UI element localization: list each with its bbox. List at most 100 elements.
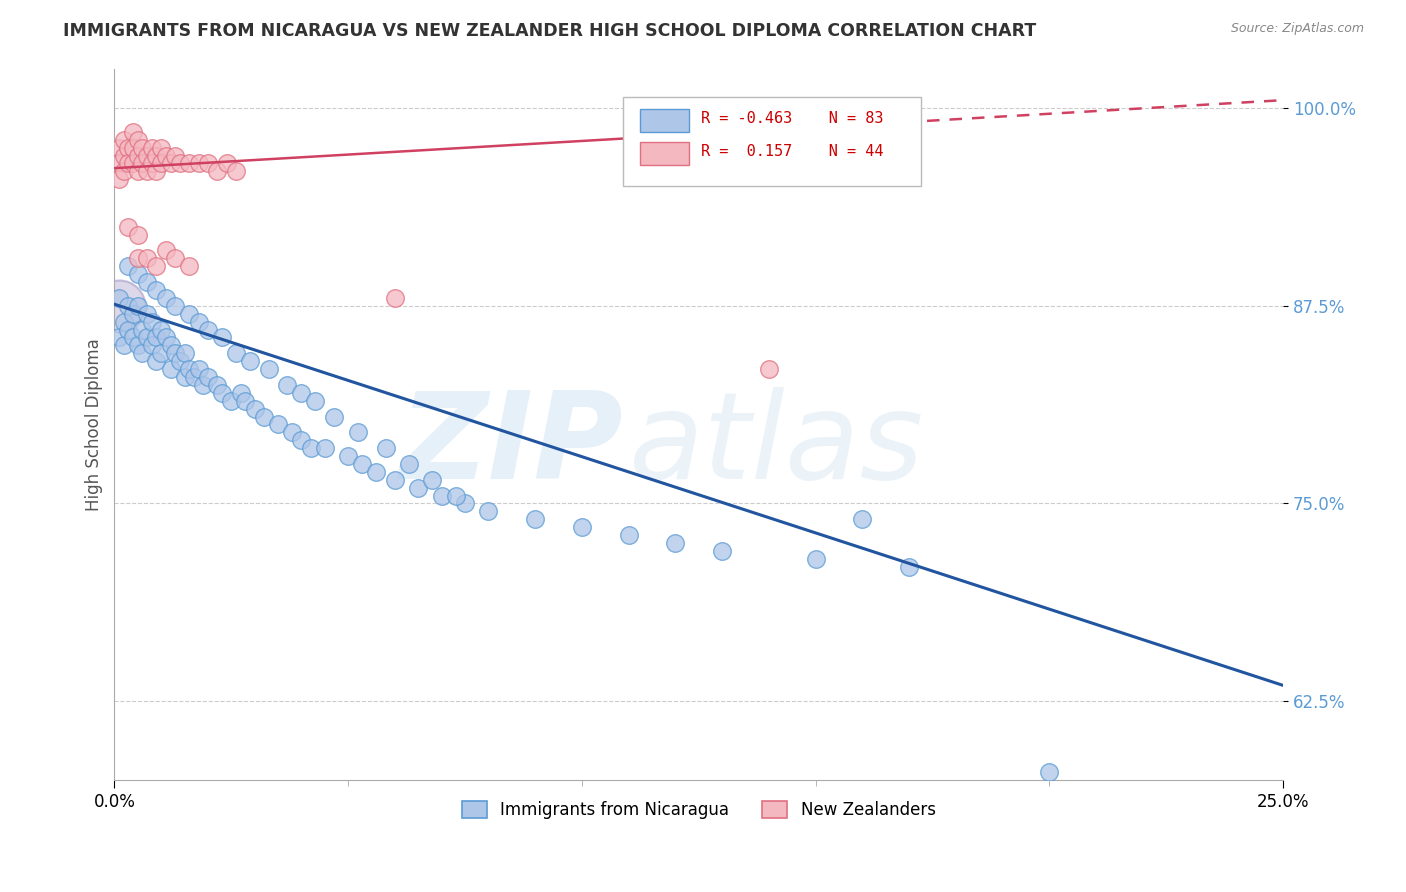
Point xyxy=(131,346,153,360)
Point xyxy=(117,140,139,154)
Point xyxy=(346,425,368,440)
Point xyxy=(145,354,167,368)
Point xyxy=(136,164,159,178)
Point xyxy=(165,252,187,266)
Point xyxy=(127,338,149,352)
Text: ZIP: ZIP xyxy=(399,387,623,504)
Point xyxy=(253,409,276,424)
Y-axis label: High School Diploma: High School Diploma xyxy=(86,338,103,511)
Text: IMMIGRANTS FROM NICARAGUA VS NEW ZEALANDER HIGH SCHOOL DIPLOMA CORRELATION CHART: IMMIGRANTS FROM NICARAGUA VS NEW ZEALAND… xyxy=(63,22,1036,40)
Point xyxy=(127,299,149,313)
Point xyxy=(136,252,159,266)
Point xyxy=(225,164,247,178)
Point xyxy=(122,156,145,170)
Point xyxy=(150,322,173,336)
Point xyxy=(179,362,201,376)
Point xyxy=(215,156,238,170)
Point xyxy=(384,473,406,487)
Point xyxy=(159,156,181,170)
Point xyxy=(117,299,139,313)
Point xyxy=(112,133,135,147)
Point xyxy=(145,148,167,162)
FancyBboxPatch shape xyxy=(640,109,689,132)
Point xyxy=(323,409,346,424)
Point xyxy=(197,156,219,170)
Point xyxy=(374,441,396,455)
Point xyxy=(454,496,477,510)
Point xyxy=(165,148,187,162)
FancyBboxPatch shape xyxy=(640,142,689,165)
Point xyxy=(136,330,159,344)
Point xyxy=(304,393,326,408)
Point xyxy=(112,338,135,352)
Point xyxy=(187,362,209,376)
Point xyxy=(112,164,135,178)
Point xyxy=(187,315,209,329)
Point xyxy=(477,504,499,518)
Point xyxy=(664,536,686,550)
Point xyxy=(127,133,149,147)
Point xyxy=(122,330,145,344)
Point xyxy=(758,362,780,376)
Point xyxy=(108,291,131,305)
Point xyxy=(173,370,195,384)
Point xyxy=(131,140,153,154)
Point xyxy=(136,307,159,321)
Point xyxy=(131,156,153,170)
Point xyxy=(352,457,374,471)
Point xyxy=(398,457,420,471)
Point xyxy=(219,393,242,408)
Point xyxy=(229,385,252,400)
Point xyxy=(420,473,443,487)
Point xyxy=(617,528,640,542)
Point xyxy=(131,322,153,336)
Point xyxy=(207,164,229,178)
Point xyxy=(127,164,149,178)
Point xyxy=(169,354,191,368)
Legend: Immigrants from Nicaragua, New Zealanders: Immigrants from Nicaragua, New Zealander… xyxy=(456,794,942,825)
Point xyxy=(145,164,167,178)
Point xyxy=(145,283,167,297)
Point xyxy=(183,370,205,384)
Point xyxy=(155,244,177,258)
Point xyxy=(337,449,360,463)
Point xyxy=(108,330,131,344)
Point xyxy=(155,148,177,162)
Point xyxy=(243,401,266,416)
Text: R =  0.157    N = 44: R = 0.157 N = 44 xyxy=(702,144,883,159)
Point xyxy=(155,330,177,344)
Point xyxy=(150,346,173,360)
Point xyxy=(145,259,167,273)
Point xyxy=(193,377,215,392)
FancyBboxPatch shape xyxy=(623,97,921,186)
Point xyxy=(804,552,827,566)
Point xyxy=(207,377,229,392)
Point xyxy=(127,227,149,242)
Point xyxy=(108,172,131,186)
Point xyxy=(430,489,453,503)
Point xyxy=(179,307,201,321)
Point xyxy=(366,465,388,479)
Point xyxy=(179,259,201,273)
Point xyxy=(145,330,167,344)
Point xyxy=(141,156,163,170)
Point xyxy=(112,315,135,329)
Point xyxy=(314,441,336,455)
Point xyxy=(122,125,145,139)
Point xyxy=(173,346,195,360)
Point xyxy=(384,291,406,305)
Point xyxy=(257,362,280,376)
Text: atlas: atlas xyxy=(628,387,924,504)
Point xyxy=(211,385,233,400)
Point xyxy=(108,299,131,313)
Point xyxy=(117,259,139,273)
Point xyxy=(150,156,173,170)
Point xyxy=(127,267,149,281)
Point xyxy=(225,346,247,360)
Point xyxy=(290,385,312,400)
Point xyxy=(290,434,312,448)
Point xyxy=(112,148,135,162)
Text: Source: ZipAtlas.com: Source: ZipAtlas.com xyxy=(1230,22,1364,36)
Point xyxy=(136,275,159,289)
Point xyxy=(150,140,173,154)
